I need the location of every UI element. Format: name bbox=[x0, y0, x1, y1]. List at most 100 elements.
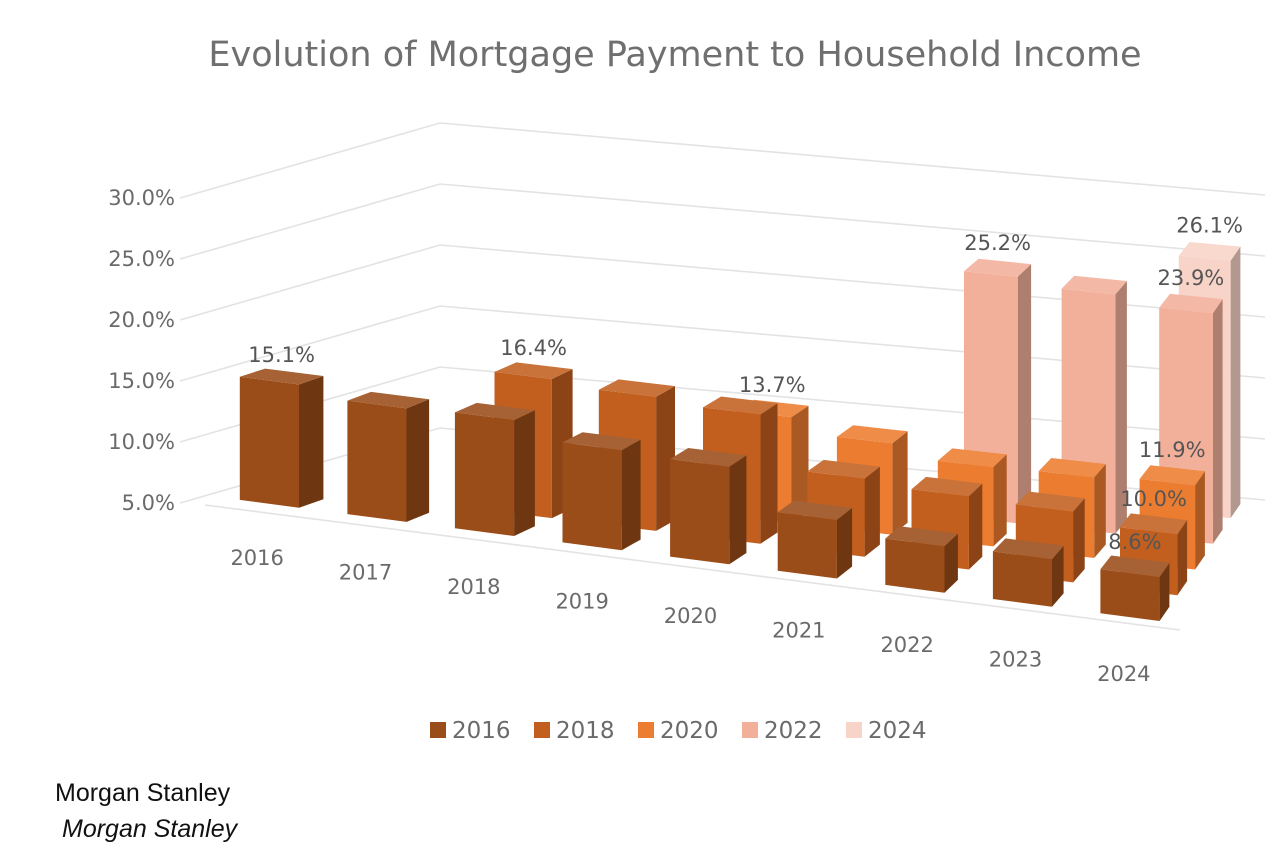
x-tick-label: 2017 bbox=[339, 561, 392, 585]
data-label: 26.1% bbox=[1176, 214, 1243, 238]
legend-item: 2016 bbox=[430, 718, 511, 744]
data-label: 11.9% bbox=[1139, 438, 1206, 462]
legend-label: 2024 bbox=[868, 718, 927, 744]
source-credit: Morgan Stanley bbox=[55, 779, 231, 807]
legend: 2016 2018 2020 2022 2024 bbox=[430, 718, 927, 744]
bar-front bbox=[1100, 569, 1160, 621]
bar-side bbox=[864, 466, 880, 557]
bar-2016-2016 bbox=[239, 368, 324, 508]
floor-edge bbox=[204, 504, 1181, 631]
bar-top bbox=[1178, 242, 1241, 261]
bar-top bbox=[1100, 555, 1170, 577]
bar-front bbox=[992, 551, 1052, 607]
bar-side bbox=[1212, 299, 1223, 544]
bar-top bbox=[347, 391, 430, 409]
data-label: 13.7% bbox=[739, 373, 806, 397]
bar-top bbox=[1015, 491, 1085, 512]
bar-side bbox=[1094, 464, 1106, 558]
data-label: 15.1% bbox=[248, 343, 315, 367]
bar-side bbox=[1177, 520, 1188, 596]
bar-top bbox=[454, 402, 535, 421]
legend-label: 2020 bbox=[660, 718, 719, 744]
bar-top bbox=[598, 379, 675, 397]
bar-top bbox=[777, 500, 853, 520]
x-tick-label: 2022 bbox=[880, 633, 933, 657]
bar-side bbox=[993, 454, 1007, 547]
bar-top bbox=[885, 526, 958, 547]
y-tick-label: 20.0% bbox=[108, 308, 175, 332]
bar-side bbox=[836, 507, 853, 579]
data-label: 25.2% bbox=[964, 231, 1031, 255]
data-label: 10.0% bbox=[1120, 487, 1187, 511]
chart: Evolution of Mortgage Payment to Househo… bbox=[108, 35, 1266, 744]
bar-front bbox=[239, 376, 299, 508]
y-axis: 5.0% 10.0% 15.0% 20.0% 25.0% 30.0% bbox=[108, 186, 175, 515]
y-tick-label: 30.0% bbox=[108, 186, 175, 210]
legend-item: 2020 bbox=[638, 718, 719, 744]
bar-front bbox=[885, 538, 945, 593]
bar-top bbox=[703, 396, 778, 415]
legend-item: 2024 bbox=[846, 718, 927, 744]
bar-front bbox=[562, 442, 622, 551]
bar-side bbox=[1017, 264, 1032, 524]
bar-top bbox=[239, 368, 324, 385]
legend-swatch bbox=[534, 722, 550, 738]
bar-2016-2020 bbox=[670, 448, 747, 565]
x-tick-label: 2021 bbox=[772, 618, 825, 642]
bar-side bbox=[791, 405, 809, 524]
y-tick-label: 15.0% bbox=[108, 369, 175, 393]
data-labels: 15.1% 16.4% 13.7% 25.2% 26.1% 23.9% 11.9% 10.0%… bbox=[248, 214, 1243, 554]
x-tick-label: 2018 bbox=[447, 575, 500, 599]
y-tick-label: 5.0% bbox=[122, 491, 175, 515]
bar-front bbox=[777, 512, 837, 579]
bar-side bbox=[1073, 498, 1085, 583]
bar-top bbox=[562, 432, 641, 451]
bar-top bbox=[911, 476, 983, 497]
bar-side bbox=[514, 410, 535, 536]
bar-side bbox=[1230, 246, 1241, 519]
legend-label: 2016 bbox=[452, 718, 511, 744]
bar-side bbox=[299, 376, 324, 508]
bar-top bbox=[807, 459, 880, 479]
bar-top bbox=[836, 425, 908, 444]
data-label: 8.6% bbox=[1108, 530, 1161, 554]
legend-label: 2018 bbox=[556, 718, 615, 744]
bar-side bbox=[968, 483, 983, 570]
bar-side bbox=[1159, 562, 1170, 621]
bar-2016-2024 bbox=[1100, 555, 1170, 621]
bar-side bbox=[1195, 471, 1205, 570]
bar-2016-2018 bbox=[454, 402, 535, 536]
data-label: 23.9% bbox=[1158, 266, 1225, 290]
legend-item: 2022 bbox=[742, 718, 823, 744]
source-credit-italic: Morgan Stanley bbox=[62, 815, 238, 843]
bar-side bbox=[1115, 281, 1127, 534]
bar-side bbox=[944, 533, 958, 593]
bar-top bbox=[1061, 275, 1127, 295]
bar-top bbox=[1139, 465, 1205, 486]
x-tick-label: 2019 bbox=[555, 590, 608, 614]
bar-2016-2017 bbox=[347, 391, 430, 522]
x-tick-label: 2016 bbox=[230, 546, 283, 570]
bar-top bbox=[494, 362, 573, 379]
bar-side bbox=[1052, 545, 1064, 607]
bar-top bbox=[1038, 458, 1106, 478]
bar-side bbox=[406, 399, 430, 522]
bar-top bbox=[992, 538, 1064, 560]
data-label: 16.4% bbox=[500, 336, 567, 360]
bar-top bbox=[670, 448, 747, 467]
bar-top bbox=[937, 448, 1007, 468]
bar-top bbox=[964, 258, 1032, 277]
bar-top bbox=[1120, 513, 1188, 535]
chart-title: Evolution of Mortgage Payment to Househo… bbox=[208, 35, 1141, 75]
bar-side bbox=[729, 455, 747, 565]
bar-side bbox=[760, 403, 778, 544]
y-tick-label: 10.0% bbox=[108, 430, 175, 454]
x-tick-label: 2024 bbox=[1097, 662, 1150, 686]
legend-swatch bbox=[430, 722, 446, 738]
legend-swatch bbox=[846, 722, 862, 738]
bar-side bbox=[621, 439, 641, 551]
legend-swatch bbox=[638, 722, 654, 738]
bar-front bbox=[670, 459, 730, 565]
bars bbox=[239, 242, 1241, 621]
gridline bbox=[179, 122, 1266, 199]
